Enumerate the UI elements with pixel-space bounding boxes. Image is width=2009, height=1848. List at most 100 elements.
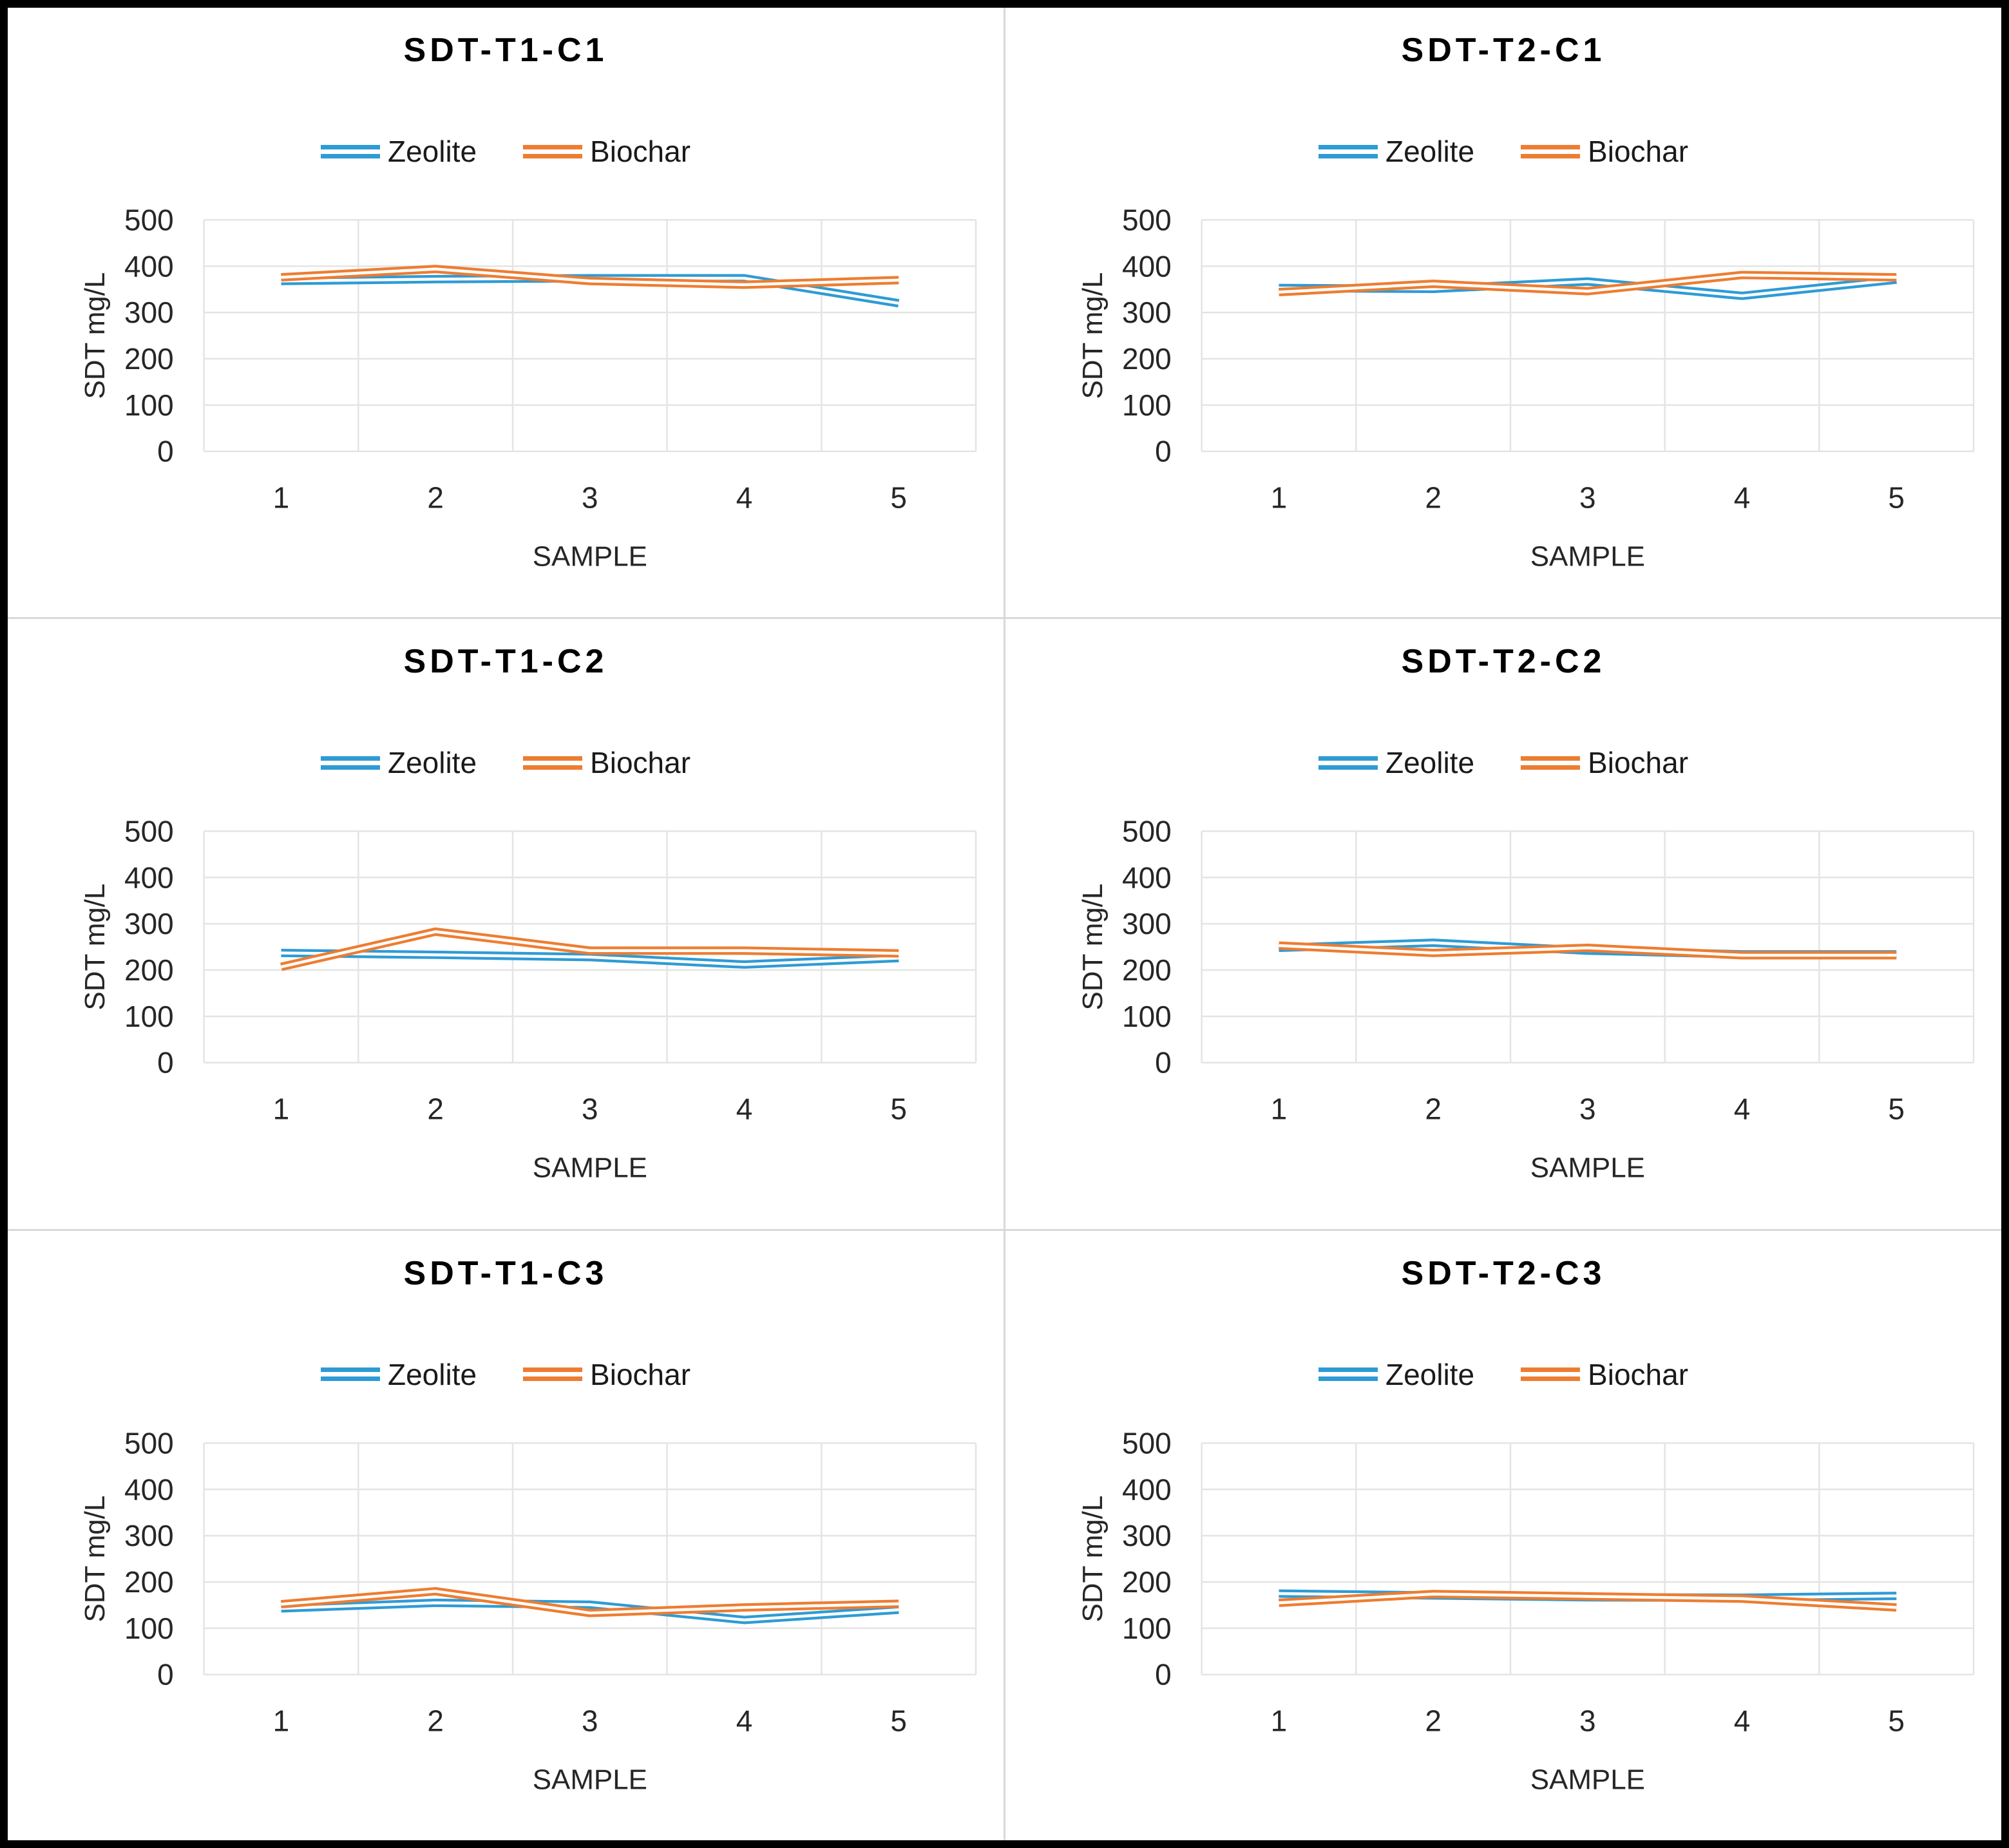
zeolite-line-swatch-icon	[1318, 1367, 1378, 1382]
y-tick-label: 400	[124, 1472, 174, 1506]
x-tick-label: 2	[1425, 1704, 1442, 1737]
y-tick-label: 300	[1122, 296, 1172, 329]
x-tick-label: 2	[427, 481, 444, 515]
legend-item-biochar: Biochar	[1521, 745, 1688, 780]
zeolite-legend-label: Zeolite	[387, 135, 477, 168]
y-axis-title: SDT mg/L	[79, 272, 111, 399]
y-tick-label: 0	[157, 435, 174, 468]
y-tick-label: 500	[124, 815, 174, 848]
legend-item-zeolite: Zeolite	[1318, 1357, 1475, 1392]
plot-area: 0 100 200 300 400 500 1 2 3 4 5 SDT mg/L SAMPLE	[79, 815, 977, 1184]
x-tick-label: 2	[427, 1092, 444, 1126]
zeolite-line-swatch-icon	[1318, 144, 1378, 158]
biochar-legend-label: Biochar	[1588, 135, 1689, 168]
chart-legend: Zeolite Biochar	[1005, 745, 2001, 780]
chart-legend: Zeolite Biochar	[8, 1357, 1004, 1392]
y-tick-label: 500	[1122, 815, 1172, 848]
x-tick-label: 2	[1425, 1092, 1442, 1126]
y-tick-label: 0	[1155, 1046, 1172, 1080]
y-tick-label: 500	[124, 203, 174, 236]
plot-area: 0 100 200 300 400 500 1 2 3 4 5 SDT mg/L SAMPLE	[79, 203, 977, 572]
y-tick-label: 300	[1122, 907, 1172, 940]
plot-area: 0 100 200 300 400 500 1 2 3 4 5 SDT mg/L SAMPLE	[79, 1426, 977, 1795]
y-tick-label: 400	[1122, 249, 1172, 283]
y-tick-label: 500	[1122, 1426, 1172, 1460]
y-tick-label: 300	[124, 907, 174, 940]
biochar-legend-label: Biochar	[1588, 746, 1689, 780]
legend-item-biochar: Biochar	[523, 1357, 690, 1392]
y-axis-title: SDT mg/L	[79, 1495, 111, 1622]
y-tick-label: 400	[124, 249, 174, 283]
legend-item-biochar: Biochar	[1521, 134, 1688, 169]
x-tick-label: 1	[273, 1704, 290, 1737]
y-tick-label: 100	[1122, 388, 1172, 422]
y-tick-label: 300	[124, 1519, 174, 1552]
series-line-core-biochar	[1279, 1592, 1897, 1609]
chart-title: SDT-T1-C1	[403, 32, 608, 69]
y-tick-label: 200	[124, 1565, 174, 1599]
zeolite-legend-label: Zeolite	[387, 1357, 477, 1391]
x-tick-label: 3	[582, 1704, 598, 1737]
legend-item-zeolite: Zeolite	[1318, 745, 1475, 780]
biochar-legend-label: Biochar	[590, 135, 691, 168]
x-tick-label: 1	[1271, 1092, 1288, 1126]
chart-title: SDT-T1-C2	[403, 643, 608, 681]
y-tick-label: 500	[124, 1426, 174, 1460]
y-tick-label: 200	[1122, 342, 1172, 376]
biochar-line-swatch-icon	[1521, 756, 1581, 770]
y-tick-label: 0	[1155, 1657, 1172, 1691]
series-line-core-zeolite	[281, 951, 899, 966]
biochar-line-swatch-icon	[523, 144, 583, 158]
x-tick-label: 1	[273, 481, 290, 515]
zeolite-legend-label: Zeolite	[1385, 135, 1475, 168]
chart-panel-sdt-t1-c2: SDT-T1-C2 Zeolite Biochar 0 100 200 300 400 5…	[8, 619, 1004, 1229]
y-tick-label: 100	[1122, 1000, 1172, 1033]
y-tick-label: 0	[157, 1657, 174, 1691]
zeolite-legend-label: Zeolite	[387, 746, 477, 780]
y-axis-title: SDT mg/L	[1077, 1495, 1109, 1622]
chart-legend: Zeolite Biochar	[1005, 134, 2001, 169]
zeolite-line-swatch-icon	[1318, 756, 1378, 770]
legend-item-zeolite: Zeolite	[320, 745, 477, 780]
zeolite-legend-label: Zeolite	[1385, 1357, 1475, 1391]
y-tick-label: 400	[1122, 861, 1172, 895]
x-tick-label: 1	[273, 1092, 290, 1126]
y-tick-label: 100	[1122, 1612, 1172, 1645]
series-line-core-zeolite	[281, 1601, 899, 1621]
x-axis-title: SAMPLE	[1530, 1764, 1645, 1795]
chart-title: SDT-T2-C2	[1401, 643, 1606, 681]
legend-item-biochar: Biochar	[523, 134, 690, 169]
y-tick-label: 200	[1122, 953, 1172, 987]
biochar-legend-label: Biochar	[590, 1357, 691, 1391]
y-tick-label: 0	[157, 1046, 174, 1080]
zeolite-legend-label: Zeolite	[1385, 746, 1475, 780]
x-tick-label: 3	[1579, 1704, 1596, 1737]
x-tick-label: 4	[736, 1704, 753, 1737]
zeolite-line-swatch-icon	[320, 756, 380, 770]
x-tick-label: 4	[1734, 1704, 1751, 1737]
chart-panel-sdt-t2-c1: SDT-T2-C1 Zeolite Biochar 0 100 200 300 400 5…	[1005, 8, 2001, 618]
x-tick-label: 4	[1734, 481, 1751, 515]
legend-item-biochar: Biochar	[1521, 1357, 1688, 1392]
chart-title: SDT-T2-C1	[1401, 32, 1606, 69]
x-tick-label: 3	[1579, 481, 1596, 515]
chart-panel-sdt-t1-c3: SDT-T1-C3 Zeolite Biochar 0 100 200 300 400 5…	[8, 1230, 1004, 1840]
x-axis-title: SAMPLE	[533, 1152, 647, 1184]
x-tick-label: 5	[890, 1092, 907, 1126]
y-tick-label: 100	[124, 1612, 174, 1645]
zeolite-line-swatch-icon	[320, 144, 380, 158]
x-axis-title: SAMPLE	[533, 540, 647, 572]
x-tick-label: 5	[1888, 1092, 1905, 1126]
legend-item-zeolite: Zeolite	[320, 134, 477, 169]
y-tick-label: 300	[124, 296, 174, 329]
plot-area: 0 100 200 300 400 500 1 2 3 4 5 SDT mg/L SAMPLE	[1077, 203, 1975, 572]
biochar-line-swatch-icon	[523, 756, 583, 770]
biochar-line-swatch-icon	[523, 1367, 583, 1382]
biochar-line-swatch-icon	[1521, 1367, 1581, 1382]
x-tick-label: 3	[582, 481, 598, 515]
legend-item-biochar: Biochar	[523, 745, 690, 780]
y-tick-label: 0	[1155, 435, 1172, 468]
y-tick-label: 500	[1122, 203, 1172, 236]
x-axis-title: SAMPLE	[1530, 540, 1645, 572]
y-tick-label: 200	[124, 342, 174, 376]
